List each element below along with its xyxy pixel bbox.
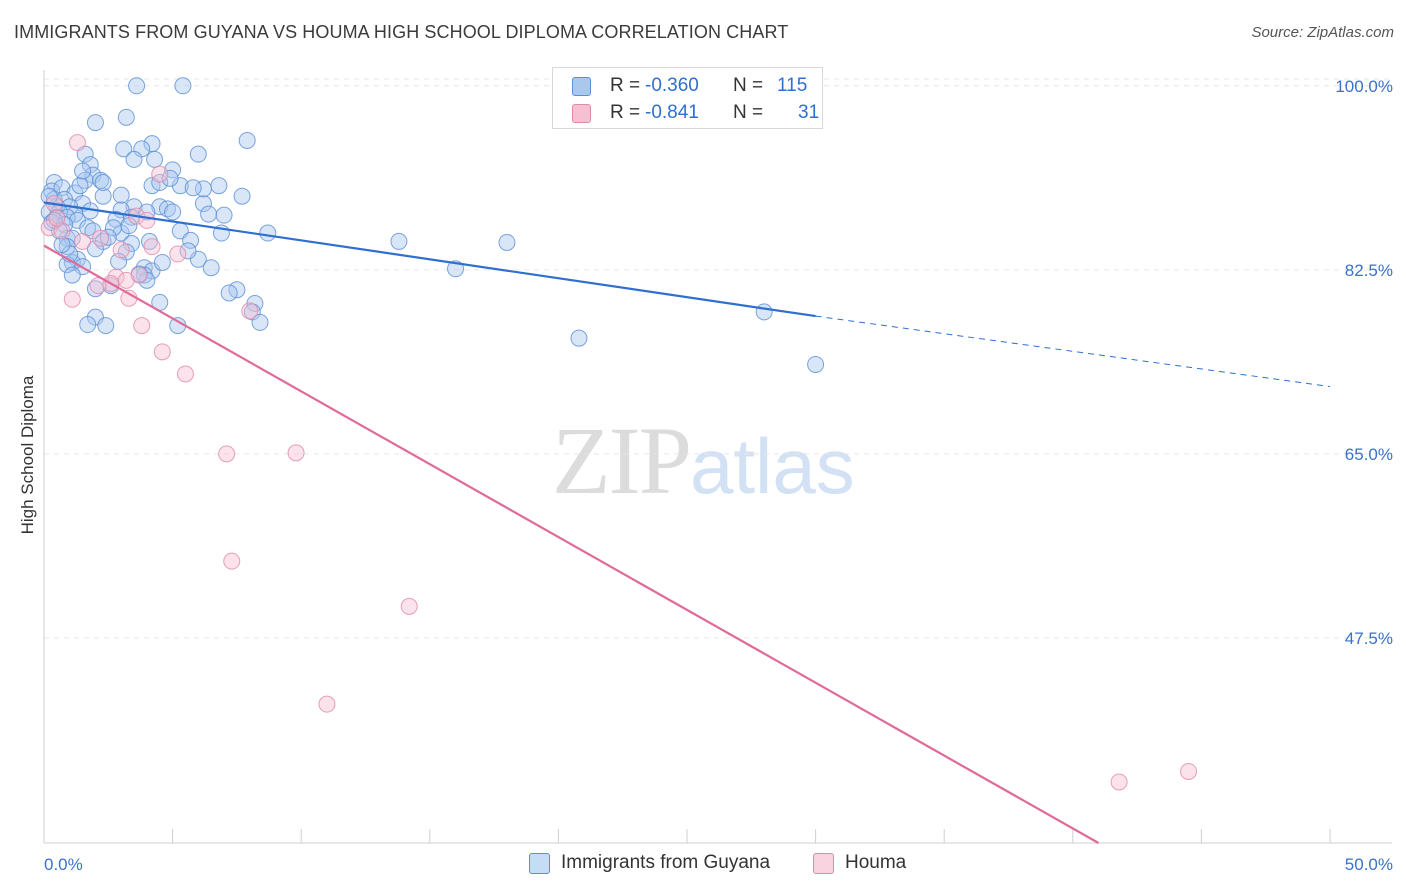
data-point-houma	[169, 245, 187, 263]
data-point-guyana	[498, 233, 516, 251]
data-point-houma	[151, 165, 169, 183]
trend-line-guyana	[43, 201, 816, 318]
data-point-houma	[218, 445, 236, 463]
data-point-houma	[130, 266, 148, 284]
data-point-guyana	[53, 236, 71, 254]
data-point-guyana	[153, 253, 171, 271]
data-point-houma	[400, 597, 418, 615]
trend-line-houma	[43, 244, 1100, 844]
data-point-houma	[1110, 773, 1128, 791]
data-point-guyana	[125, 150, 143, 168]
y-tick-label: 65.0%	[1345, 445, 1393, 464]
n-value: 115	[777, 75, 808, 96]
data-point-guyana	[259, 224, 277, 242]
data-point-guyana	[94, 174, 112, 192]
data-point-guyana	[570, 329, 588, 347]
data-point-houma	[117, 271, 135, 289]
data-point-guyana	[194, 195, 212, 213]
data-point-guyana	[112, 186, 130, 204]
data-point-houma	[138, 211, 156, 229]
data-point-houma	[223, 552, 241, 570]
data-point-guyana	[755, 303, 773, 321]
data-point-guyana	[76, 171, 94, 189]
data-point-guyana	[128, 77, 146, 95]
data-point-guyana	[202, 259, 220, 277]
y-tick-label: 100.0%	[1335, 77, 1393, 96]
r-value: -0.360	[645, 75, 699, 96]
r-label: R =	[610, 75, 641, 96]
data-point-guyana	[189, 145, 207, 163]
data-point-houma	[133, 317, 151, 335]
x-tick-label-min: 0.0%	[44, 855, 83, 874]
data-point-guyana	[390, 232, 408, 250]
trend-line-guyana-extrapolated	[815, 315, 1331, 388]
data-point-houma	[68, 134, 86, 152]
data-point-guyana	[86, 240, 104, 258]
data-point-guyana	[200, 205, 218, 223]
y-tick-label: 82.5%	[1345, 261, 1393, 280]
data-point-guyana	[71, 177, 89, 195]
source-label: Source: ZipAtlas.com	[1251, 24, 1394, 41]
data-point-houma	[53, 222, 71, 240]
data-point-houma	[176, 365, 194, 383]
data-point-guyana	[220, 284, 238, 302]
data-point-guyana	[86, 114, 104, 132]
data-point-guyana	[161, 169, 179, 187]
data-point-houma	[74, 232, 92, 250]
y-tick-label: 47.5%	[1345, 629, 1393, 648]
data-point-houma	[48, 209, 66, 227]
data-point-guyana	[182, 231, 200, 249]
data-point-guyana	[215, 206, 233, 224]
data-point-guyana	[807, 355, 825, 373]
data-point-houma	[92, 229, 110, 247]
data-point-houma	[241, 302, 259, 320]
x-tick-label-max: 50.0%	[1345, 855, 1393, 874]
data-point-guyana	[164, 203, 182, 221]
data-point-guyana	[97, 317, 115, 335]
data-point-guyana	[115, 140, 133, 158]
data-point-guyana	[79, 316, 97, 334]
data-point-guyana	[158, 200, 176, 218]
data-point-guyana	[74, 162, 92, 180]
data-point-guyana	[94, 187, 112, 205]
data-point-guyana	[233, 187, 251, 205]
data-point-houma	[143, 238, 161, 256]
data-point-guyana	[174, 77, 192, 95]
data-point-houma	[63, 290, 81, 308]
n-value: 31	[798, 102, 820, 123]
data-point-houma	[318, 695, 336, 713]
r-label: R =	[610, 102, 641, 123]
data-point-guyana	[117, 108, 135, 126]
legend-swatch-houma	[572, 104, 591, 123]
data-point-guyana	[251, 313, 269, 331]
data-point-guyana	[179, 242, 197, 260]
data-point-houma	[287, 444, 305, 462]
stats-legend: R = -0.360 N = 115 R = -0.841 N = 31	[552, 67, 823, 129]
bottom-legend-swatch-guyana	[529, 853, 550, 874]
data-point-guyana	[122, 235, 140, 253]
data-point-guyana	[238, 131, 256, 149]
data-point-houma	[1180, 762, 1198, 780]
data-point-guyana	[210, 177, 228, 195]
data-point-guyana	[146, 150, 164, 168]
data-point-houma	[112, 241, 130, 259]
bottom-legend-label-houma: Houma	[845, 852, 907, 873]
data-point-guyana	[184, 179, 202, 197]
data-point-houma	[153, 343, 171, 361]
data-point-guyana	[86, 280, 104, 298]
data-point-houma	[89, 277, 107, 295]
r-value: -0.841	[645, 102, 699, 123]
bottom-legend-label-guyana: Immigrants from Guyana	[561, 852, 771, 873]
legend-swatch-guyana	[572, 77, 591, 96]
data-point-guyana	[63, 266, 81, 284]
bottom-legend-swatch-houma	[813, 853, 834, 874]
chart-title: IMMIGRANTS FROM GUYANA VS HOUMA HIGH SCH…	[14, 22, 789, 42]
n-label: N =	[733, 75, 764, 96]
n-label: N =	[733, 102, 764, 123]
